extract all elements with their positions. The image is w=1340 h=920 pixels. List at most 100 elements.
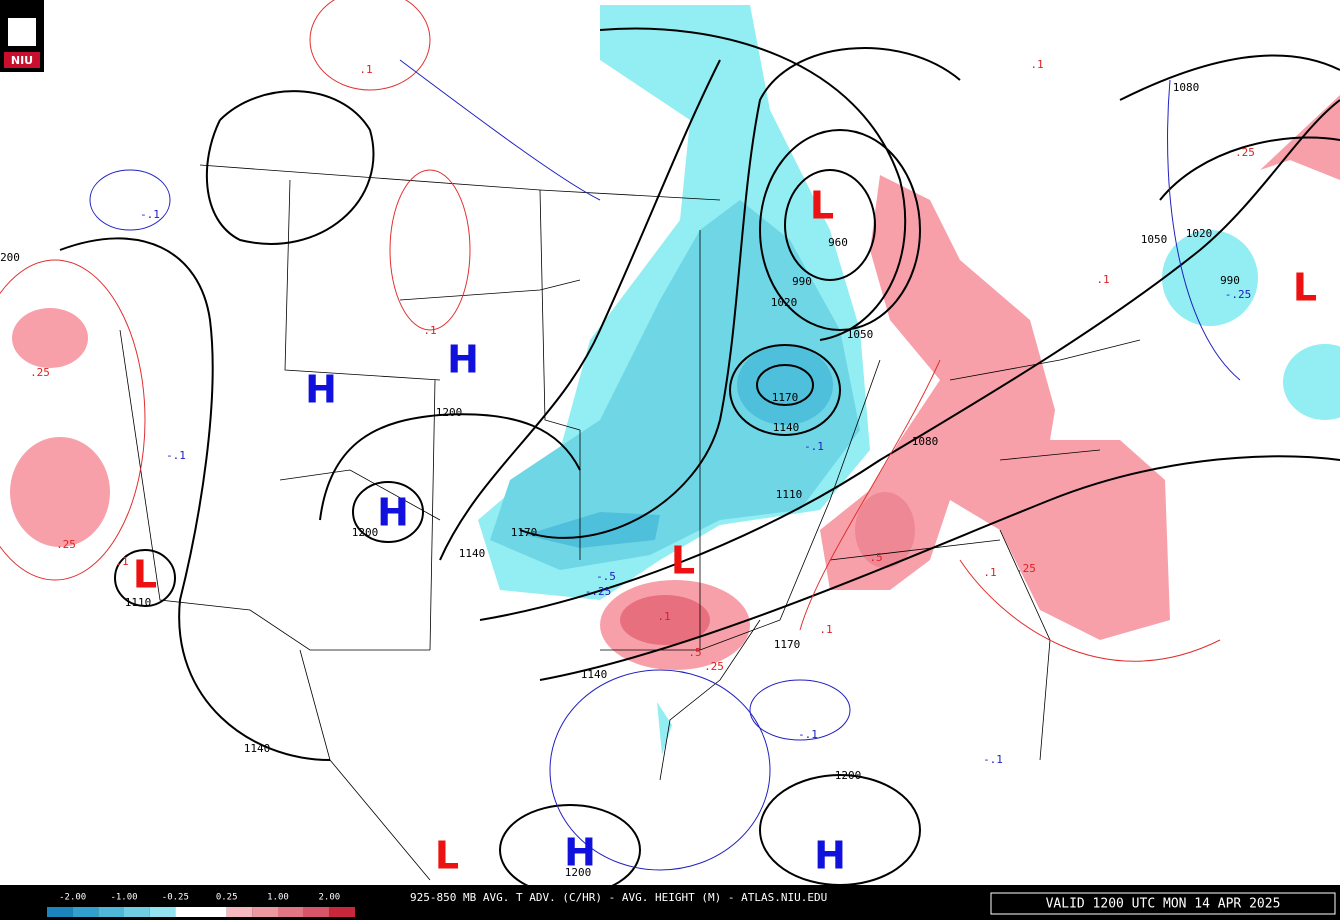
pressure-center: L (671, 539, 695, 583)
colorbar-swatch (72, 907, 99, 917)
height-contour (439, 59, 721, 561)
logo-text: NIU (11, 54, 33, 67)
advection-label: -.1 (804, 440, 824, 453)
cold-advection (490, 200, 860, 570)
cold-advection (1283, 344, 1340, 420)
advection-contour (399, 59, 1241, 381)
caption: 925-850 MB AVG. T ADV. (C/HR) - AVG. HEI… (410, 891, 827, 904)
advection-contour (799, 359, 1221, 662)
colorbar-swatch (149, 907, 176, 917)
height-label: 1020 (1186, 227, 1213, 240)
height-label: 1170 (511, 526, 538, 539)
colorbar-swatch (98, 907, 124, 917)
advection-label: -.5 (596, 570, 616, 583)
pressure-center: L (1293, 266, 1317, 310)
pressure-center: H (377, 491, 409, 535)
colorbar-swatch (303, 907, 330, 917)
height-label: 1140 (581, 668, 608, 681)
height-label: 990 (1220, 274, 1240, 287)
height-contour (756, 364, 814, 406)
height-contour (114, 549, 176, 607)
colorbar-swatch (201, 907, 227, 917)
advection-label: .1 (1096, 273, 1109, 286)
height-label: 1140 (459, 547, 486, 560)
warm-advection (620, 595, 710, 645)
warm-advection (855, 492, 915, 568)
height-label: 1050 (1141, 233, 1168, 246)
advection-contour (549, 669, 771, 871)
colorbar-swatch (175, 907, 201, 917)
height-label: 1200 (835, 769, 862, 782)
cold-advection (657, 702, 672, 755)
warm-advection (10, 437, 110, 547)
height-label: 1140 (244, 742, 271, 755)
advection-label: .1 (423, 324, 436, 337)
height-label: 1200 (565, 866, 592, 879)
height-contour (599, 27, 907, 341)
height-contour (759, 129, 921, 331)
advection-label: .5 (688, 646, 701, 659)
advection-label: .1 (359, 63, 372, 76)
colorbar-swatch (252, 907, 278, 917)
height-label: 1080 (912, 435, 939, 448)
advection-label: -.1 (798, 728, 818, 741)
height-contour (205, 90, 375, 245)
pressure-center: L (435, 834, 459, 878)
height-label: 1110 (776, 488, 803, 501)
height-label: 960 (828, 236, 848, 249)
advection-label: .25 (704, 660, 724, 673)
height-label: 1080 (1173, 81, 1200, 94)
colorbar-swatch (47, 907, 73, 917)
colorbar-label: 0.25 (216, 893, 238, 903)
advection-contour (0, 259, 146, 581)
advection-label: .25 (1016, 562, 1036, 575)
advection-label: -.1 (983, 753, 1003, 766)
height-label: 1140 (773, 421, 800, 434)
advection-contour (389, 169, 471, 331)
logo (4, 52, 40, 68)
cold-advection (737, 345, 833, 425)
warm-advection (12, 308, 88, 368)
valid-box (990, 892, 1336, 915)
advection-label: .1 (657, 610, 670, 623)
colorbar-label: -2.00 (59, 893, 86, 903)
advection-label: -.1 (140, 208, 160, 221)
advection-label: .5 (869, 551, 882, 564)
advection-label: .1 (115, 555, 128, 568)
colorbar-swatch (226, 907, 253, 917)
height-contour (1119, 54, 1340, 201)
valid-time: VALID 1200 UTC MON 14 APR 2025 (1046, 897, 1281, 912)
advection-contour (309, 0, 431, 91)
height-contour (352, 481, 424, 543)
colorbar-swatch (329, 907, 355, 917)
colorbar-label: 2.00 (318, 893, 340, 903)
height-contour (784, 169, 876, 281)
height-contour (729, 344, 841, 436)
colorbar-label: 1.00 (267, 893, 289, 903)
height-label: 1200 (352, 526, 379, 539)
advection-label: .25 (1235, 146, 1255, 159)
height-label: 1200 (436, 406, 463, 419)
colorbar-swatch (278, 907, 304, 917)
height-label: 200 (0, 251, 20, 264)
advection-label: .25 (30, 366, 50, 379)
pressure-center: H (564, 831, 596, 875)
height-contour (519, 46, 961, 539)
pressure-center: L (133, 553, 157, 597)
pressure-center: H (814, 834, 846, 878)
pressure-center: L (810, 184, 834, 228)
colorbar-label: -0.25 (162, 893, 189, 903)
colorbar-swatch (124, 907, 150, 917)
advection-contour (89, 169, 171, 231)
advection-label: -.25 (1225, 288, 1252, 301)
boundary (119, 164, 1141, 881)
height-label: 1050 (847, 328, 874, 341)
advection-label: .1 (983, 566, 996, 579)
height-contour (319, 413, 581, 521)
advection-label: -.1 (166, 449, 186, 462)
advection-label: .25 (56, 538, 76, 551)
advection-label: .1 (1030, 58, 1043, 71)
pressure-center: H (447, 338, 479, 382)
height-label: 1110 (125, 596, 152, 609)
height-contour (479, 99, 1340, 621)
